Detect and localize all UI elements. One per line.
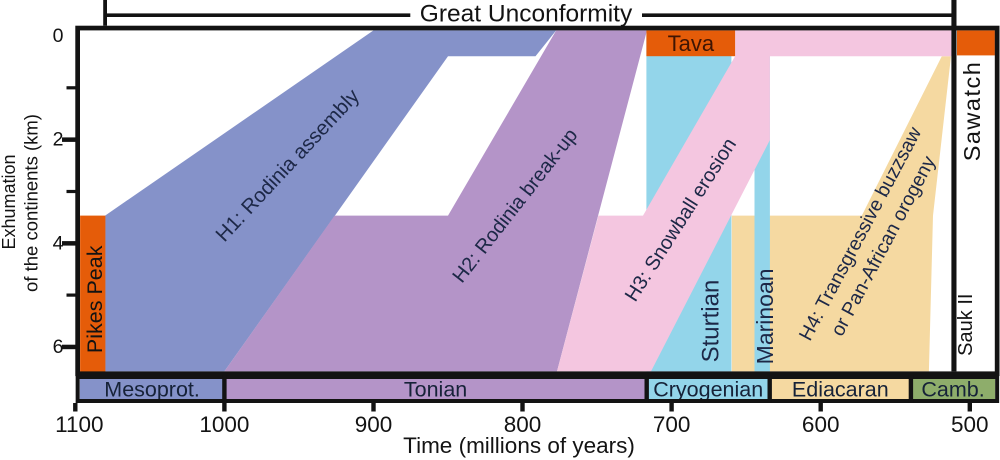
x-tick-label: 500	[951, 412, 989, 437]
sturtian-label: Sturtian	[697, 280, 724, 363]
x-tick-label: 700	[653, 412, 691, 437]
x-tick	[222, 403, 227, 412]
y-minor-tick	[66, 86, 76, 90]
y-axis-title-line2: of the continents (km)	[21, 114, 42, 292]
bracket-line-right	[642, 13, 955, 17]
marinoan-label: Marinoan	[752, 268, 778, 364]
h1-rodinia-assembly-area	[105, 30, 557, 372]
y-major-tick	[62, 137, 76, 142]
period-divider	[644, 375, 649, 403]
period-divider	[767, 375, 772, 403]
y-minor-tick	[66, 189, 76, 194]
x-tick	[669, 403, 674, 412]
axes: 1100 1000 900 800 700 600 500 Time (millions of…	[0, 25, 989, 458]
period-label-ediacaran: Ediacaran	[792, 378, 889, 402]
period-label-cryogenian: Cryogenian	[653, 378, 763, 402]
x-tick-label: 600	[802, 412, 840, 437]
x-tick	[818, 403, 823, 412]
period-label-camb: Camb.	[921, 378, 984, 402]
tava-deposit-box	[646, 30, 736, 57]
h4-buzzsaw-area	[731, 56, 951, 372]
deposit-boxes	[80, 0, 995, 372]
sawatch-label: Sawatch	[959, 61, 985, 162]
bracket-title: Great Unconformity	[420, 1, 633, 28]
y-major-tick	[62, 344, 76, 350]
y-tick-label: 2	[53, 129, 64, 151]
sauk-ii-label: Sauk II	[955, 294, 977, 356]
period-divider	[222, 375, 227, 403]
h2-rodinia-breakup-area	[224, 30, 647, 372]
y-tick-label: 6	[53, 336, 64, 358]
x-tick	[520, 403, 525, 412]
period-tonian	[224, 377, 647, 401]
y-minor-tick	[66, 293, 76, 297]
x-tick	[967, 403, 972, 412]
period-band-frame	[75, 375, 1000, 403]
period-label-mesoprot: Mesoprot.	[104, 378, 200, 402]
x-tick-label: 1000	[199, 412, 249, 437]
period-divider	[908, 375, 914, 403]
period-cryogenian	[646, 377, 770, 401]
plot-border	[75, 25, 1000, 377]
y-tick-label: 0	[53, 25, 64, 47]
x-tick-label: 1100	[55, 412, 103, 437]
geologic-period-band: Mesoprot. Tonian Cryogenian Ediacaran Camb.	[75, 375, 1000, 403]
x-tick-label: 900	[355, 412, 393, 437]
x-tick-label: 800	[504, 412, 542, 437]
x-axis-title: Time (millions of years)	[403, 433, 635, 458]
tava-label: Tava	[668, 31, 715, 56]
pikes-peak-label: Pikes Peak	[83, 245, 107, 353]
y-major-tick	[62, 241, 76, 246]
period-mesoprot	[79, 377, 225, 401]
bracket-line-left	[105, 13, 411, 17]
pikes-peak-deposit-box	[80, 215, 106, 372]
period-camb	[910, 377, 996, 401]
bracket-left-tick	[103, 0, 107, 26]
plot-frame	[75, 25, 1000, 377]
sawatch-boundary-line	[951, 0, 957, 372]
period-ediacaran	[769, 377, 911, 401]
y-axis-title-line1: Exhumation	[0, 154, 19, 249]
period-label-tonian: Tonian	[404, 378, 467, 402]
hypothesis-polygons	[105, 30, 952, 372]
x-tick	[73, 403, 78, 412]
h3-snowball-erosion-area	[557, 30, 952, 372]
x-tick	[371, 403, 376, 412]
sawatch-deposit-box	[957, 30, 995, 56]
y-tick-label: 4	[53, 232, 64, 254]
great-unconformity-bracket: Great Unconformity	[103, 0, 955, 28]
